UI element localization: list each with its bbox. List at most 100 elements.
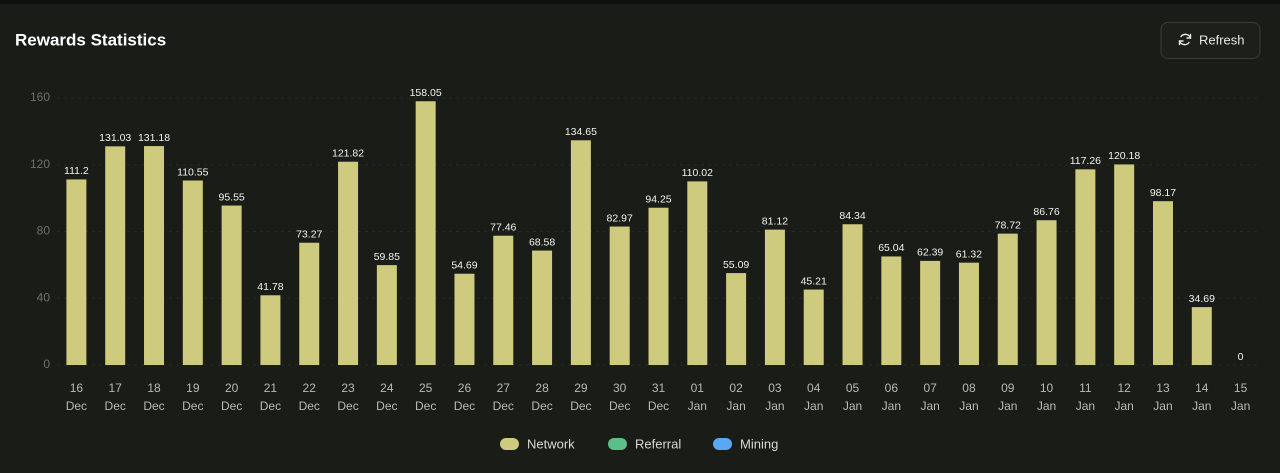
x-tick-label: 04 [807, 381, 821, 395]
refresh-icon[interactable] [1178, 33, 1192, 46]
x-tick-sublabel: Dec [609, 399, 630, 413]
y-tick-label: 40 [37, 290, 51, 304]
bar [726, 273, 747, 365]
x-tick-sublabel: Jan [726, 399, 745, 413]
x-tick-sublabel: Jan [765, 399, 784, 413]
y-tick-label: 120 [30, 157, 50, 171]
x-tick-sublabel: Dec [337, 399, 358, 413]
bar [609, 226, 630, 365]
data-label: 45.21 [801, 275, 827, 287]
x-tick-label: 20 [225, 381, 239, 395]
button-label[interactable]: Refresh [1199, 32, 1245, 47]
data-label: 121.82 [332, 147, 364, 159]
bar [648, 207, 669, 365]
data-label: 94.25 [645, 194, 671, 206]
bar [299, 242, 320, 365]
bar [1114, 164, 1135, 365]
x-tick-label: 19 [186, 381, 200, 395]
data-label: 0 [1238, 351, 1244, 363]
x-tick-label: 31 [652, 381, 666, 395]
data-label: 98.17 [1150, 187, 1176, 199]
data-label: 110.02 [682, 167, 713, 179]
bar [105, 146, 126, 365]
x-tick-label: 22 [303, 381, 317, 395]
x-tick-label: 30 [613, 381, 627, 395]
bar [764, 229, 785, 365]
data-label: 68.58 [529, 236, 555, 248]
data-label: 65.04 [878, 242, 904, 254]
x-tick-sublabel: Dec [66, 399, 87, 413]
button-frame[interactable] [1160, 22, 1261, 59]
data-label: 62.39 [917, 247, 943, 259]
y-tick-label: 0 [43, 357, 50, 371]
bar [221, 205, 242, 365]
data-label: 111.2 [64, 165, 89, 177]
x-tick-label: 05 [846, 381, 860, 395]
x-tick-label: 29 [574, 381, 588, 395]
bar [260, 295, 281, 365]
x-tick-label: 15 [1234, 381, 1248, 395]
data-label: 158.05 [410, 87, 442, 99]
x-tick-sublabel: Jan [998, 399, 1017, 413]
data-label: 55.09 [723, 259, 749, 271]
x-tick-label: 13 [1156, 381, 1170, 395]
data-label: 59.85 [374, 251, 400, 263]
y-tick-label: 80 [37, 224, 51, 238]
x-tick-sublabel: Dec [570, 399, 591, 413]
legend-label: Referral [635, 436, 681, 451]
x-tick-label: 10 [1040, 381, 1054, 395]
top-strip [0, 0, 1280, 4]
x-tick-label: 02 [729, 381, 743, 395]
x-tick-sublabel: Jan [843, 399, 862, 413]
x-tick-label: 01 [691, 381, 705, 395]
data-label: 81.12 [762, 215, 788, 227]
bar [881, 256, 902, 365]
data-label: 82.97 [607, 212, 633, 224]
x-tick-sublabel: Jan [1192, 399, 1211, 413]
x-tick-label: 09 [1001, 381, 1015, 395]
data-label: 73.27 [296, 229, 322, 241]
data-label: 134.65 [565, 126, 597, 138]
x-tick-label: 06 [885, 381, 899, 395]
data-label: 34.69 [1189, 293, 1215, 305]
bar [1152, 201, 1173, 365]
data-label: 131.03 [99, 132, 131, 144]
legend-swatch [608, 438, 627, 450]
refresh-button[interactable]: Refresh [1160, 22, 1261, 59]
bar [1036, 220, 1057, 365]
x-tick-sublabel: Jan [1076, 399, 1095, 413]
x-tick-label: 14 [1195, 381, 1209, 395]
bar [570, 140, 591, 365]
x-tick-sublabel: Dec [299, 399, 320, 413]
bar [842, 224, 863, 365]
data-label: 77.46 [490, 222, 516, 234]
bar [920, 260, 941, 365]
bar [415, 101, 436, 365]
chart-title: Rewards Statistics [15, 30, 166, 49]
legend-label: Network [527, 436, 575, 451]
bar [493, 235, 514, 365]
x-tick-label: 27 [497, 381, 511, 395]
x-tick-sublabel: Dec [531, 399, 552, 413]
x-tick-label: 26 [458, 381, 472, 395]
x-tick-sublabel: Jan [804, 399, 823, 413]
bar [144, 146, 165, 365]
bar [532, 250, 553, 365]
data-label: 54.69 [451, 260, 477, 272]
x-tick-label: 24 [380, 381, 394, 395]
x-tick-sublabel: Jan [882, 399, 901, 413]
bar [803, 289, 824, 365]
x-tick-sublabel: Dec [182, 399, 203, 413]
x-tick-label: 28 [535, 381, 549, 395]
x-tick-label: 16 [70, 381, 84, 395]
legend-swatch [713, 438, 732, 450]
data-label: 41.78 [257, 281, 283, 293]
x-tick-label: 03 [768, 381, 782, 395]
x-tick-sublabel: Dec [376, 399, 397, 413]
data-label: 95.55 [218, 191, 244, 203]
bar [376, 265, 397, 365]
bar [687, 181, 708, 365]
bar [182, 180, 203, 365]
